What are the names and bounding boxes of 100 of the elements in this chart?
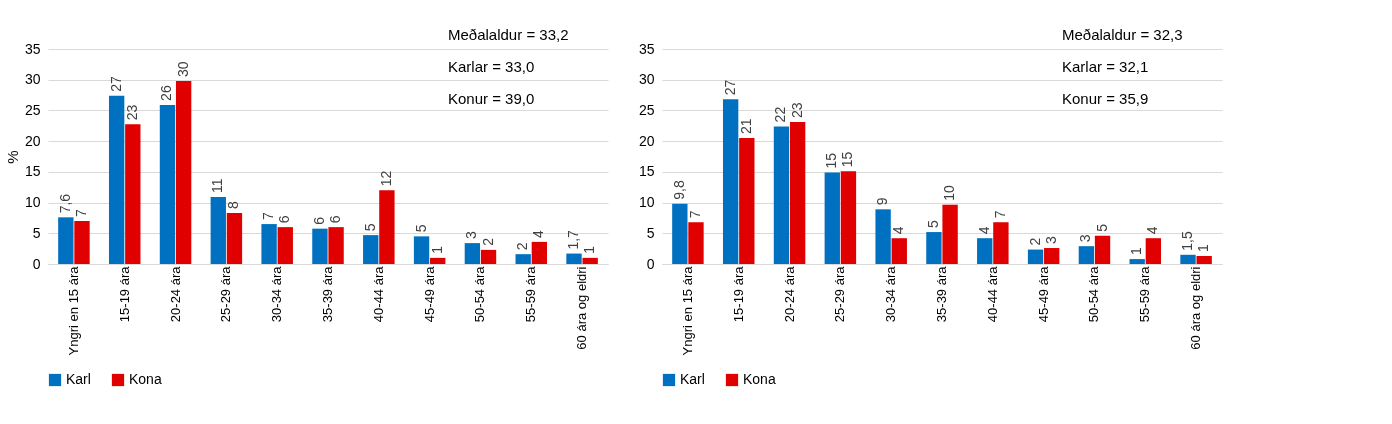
x-tick-label: 55-59 ára: [1137, 265, 1153, 323]
bar: [993, 222, 1009, 264]
data-label: 2: [1026, 237, 1043, 246]
data-label: 4: [1144, 226, 1161, 235]
data-label: 23: [123, 104, 140, 121]
bar: [1129, 259, 1145, 264]
x-tick-label: 25-29 ára: [218, 265, 234, 323]
bar: [159, 104, 176, 264]
y-axis-title: %: [3, 150, 21, 164]
y-tick-label: 5: [646, 224, 655, 241]
x-tick-label: 50-54 ára: [472, 265, 488, 323]
data-label: 7: [73, 209, 89, 217]
y-tick-label: 30: [24, 71, 41, 88]
x-tick-label: Yngri en 15 ára: [679, 265, 695, 356]
bar: [1196, 256, 1212, 264]
data-label: 5: [1093, 223, 1110, 232]
data-label: 23: [788, 102, 805, 119]
data-label: 1: [581, 245, 598, 254]
bar: [688, 222, 704, 264]
bar: [515, 254, 531, 264]
x-tick-label: 40-44 ára: [370, 265, 386, 323]
data-label: 12: [377, 170, 394, 187]
data-label: 5: [412, 224, 429, 233]
x-tick-label: 30-34 ára: [883, 265, 899, 323]
bar: [480, 249, 497, 264]
data-label: 3: [1077, 234, 1094, 243]
data-label: 4: [890, 226, 907, 235]
data-label: 4: [530, 229, 547, 238]
x-tick-label: 35-39 ára: [320, 265, 335, 323]
bar: [840, 171, 857, 264]
y-tick-label: 30: [638, 71, 655, 88]
x-tick-label: 15-19 ára: [730, 265, 746, 323]
y-tick-label: 35: [638, 40, 655, 57]
data-label: 27: [107, 75, 124, 92]
bar: [582, 257, 598, 264]
bar: [722, 99, 739, 264]
x-tick-label: 50-54 ára: [1086, 265, 1102, 323]
x-tick-label: 35-39 ára: [934, 265, 949, 323]
data-label: 15: [839, 151, 856, 168]
bar: [1078, 246, 1095, 264]
annotation: Konur = 39,0: [448, 90, 535, 107]
bar: [430, 257, 446, 264]
y-tick-label: 25: [24, 101, 41, 118]
data-label: 9: [874, 197, 891, 206]
data-label: 7,6: [56, 193, 73, 214]
bar: [942, 204, 958, 264]
bar: [312, 228, 328, 264]
data-label: 8: [225, 201, 242, 210]
bar: [379, 190, 395, 264]
legend-label: Kona: [129, 371, 162, 387]
data-label: 9,8: [670, 180, 687, 200]
data-label: 7: [260, 212, 277, 221]
y-tick-label: 20: [638, 132, 655, 149]
x-tick-label: 60 ára og eldri: [1188, 266, 1204, 350]
bar: [1145, 238, 1162, 264]
x-tick-label: 55-59 ára: [523, 265, 539, 323]
data-label: 27: [721, 79, 738, 96]
data-label: 7: [991, 210, 1008, 219]
bar: [175, 80, 192, 264]
data-label: 3: [1042, 236, 1059, 245]
bar: [58, 217, 74, 264]
bar: [891, 238, 907, 264]
bar: [277, 227, 293, 264]
bar: [672, 203, 688, 264]
bar: [531, 241, 548, 264]
data-label: 1: [1128, 247, 1145, 256]
x-tick-label: 25-29 ára: [832, 265, 848, 323]
data-label: 3: [463, 231, 480, 240]
bar: [824, 172, 840, 264]
x-tick-label: 20-24 ára: [781, 265, 797, 323]
bar: [261, 224, 277, 264]
data-label: 1,5: [1179, 231, 1195, 251]
data-label: 1,7: [565, 229, 581, 250]
data-label: 4: [975, 226, 992, 235]
x-tick-label: 40-44 ára: [984, 265, 1000, 323]
bar: [1094, 235, 1111, 264]
bar: [566, 253, 582, 264]
y-tick-label: 20: [24, 132, 41, 149]
annotation: Karlar = 32,1: [1062, 58, 1149, 75]
y-tick-label: 0: [32, 255, 41, 272]
x-tick-label: 60 ára og eldri: [574, 266, 590, 350]
bar: [464, 243, 481, 264]
data-label: 2: [514, 242, 531, 251]
bar: [1027, 249, 1044, 264]
y-tick-label: 5: [32, 224, 41, 241]
x-tick-label: 20-24 ára: [167, 265, 183, 323]
bar: [977, 238, 993, 264]
y-tick-label: 10: [24, 194, 41, 211]
data-label: 7: [687, 210, 703, 219]
data-label: 1: [1195, 244, 1212, 253]
data-label: 10: [941, 184, 958, 201]
x-tick-label: 15-19 ára: [116, 265, 132, 323]
y-tick-label: 15: [638, 163, 655, 180]
data-label: 11: [209, 178, 226, 194]
bar: [926, 232, 942, 264]
bar: [363, 235, 379, 264]
bar: [226, 213, 243, 264]
bar: [328, 227, 344, 264]
x-tick-label: 45-49 ára: [1035, 265, 1051, 323]
bar: [210, 197, 226, 264]
